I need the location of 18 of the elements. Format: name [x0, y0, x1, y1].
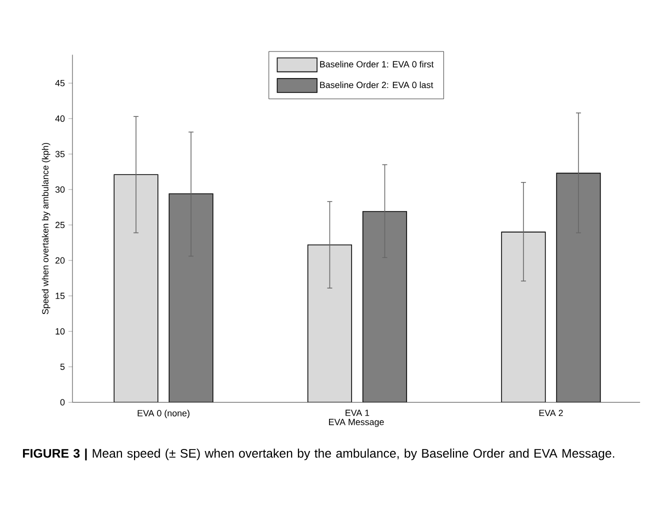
y-tick-label: 15 — [56, 292, 65, 300]
legend-label: Baseline Order 1: EVA 0 first — [320, 60, 434, 68]
y-tick-label: 30 — [55, 186, 65, 193]
y-tick-label: 0 — [60, 399, 65, 406]
legend-label: Baseline Order 2: EVA 0 last — [320, 82, 434, 88]
text: FIGURE 3 | Mean speed (± SE) when overtaken by the ambulance, by Baseline Order and EVA Message. — [23, 448, 614, 460]
x-tick-label: EVA 0 (none) — [138, 410, 190, 418]
y-tick-label: 5 — [60, 364, 65, 370]
x-tick-label: EVA 2 — [539, 410, 563, 416]
x-tick-label: EVA 1 — [346, 410, 370, 416]
y-tick-label: 45 — [55, 80, 65, 86]
y-tick-label: 40 — [55, 116, 65, 122]
y-tick-label: 10 — [56, 328, 65, 335]
y-tick-label: 35 — [55, 150, 65, 158]
y-tick-label: 25 — [55, 222, 65, 228]
y-axis-title: Speed when overtaken by ambulance (kph) — [42, 143, 50, 314]
y-tick-label: 20 — [55, 257, 65, 264]
x-axis-title: EVA Message — [329, 419, 384, 428]
